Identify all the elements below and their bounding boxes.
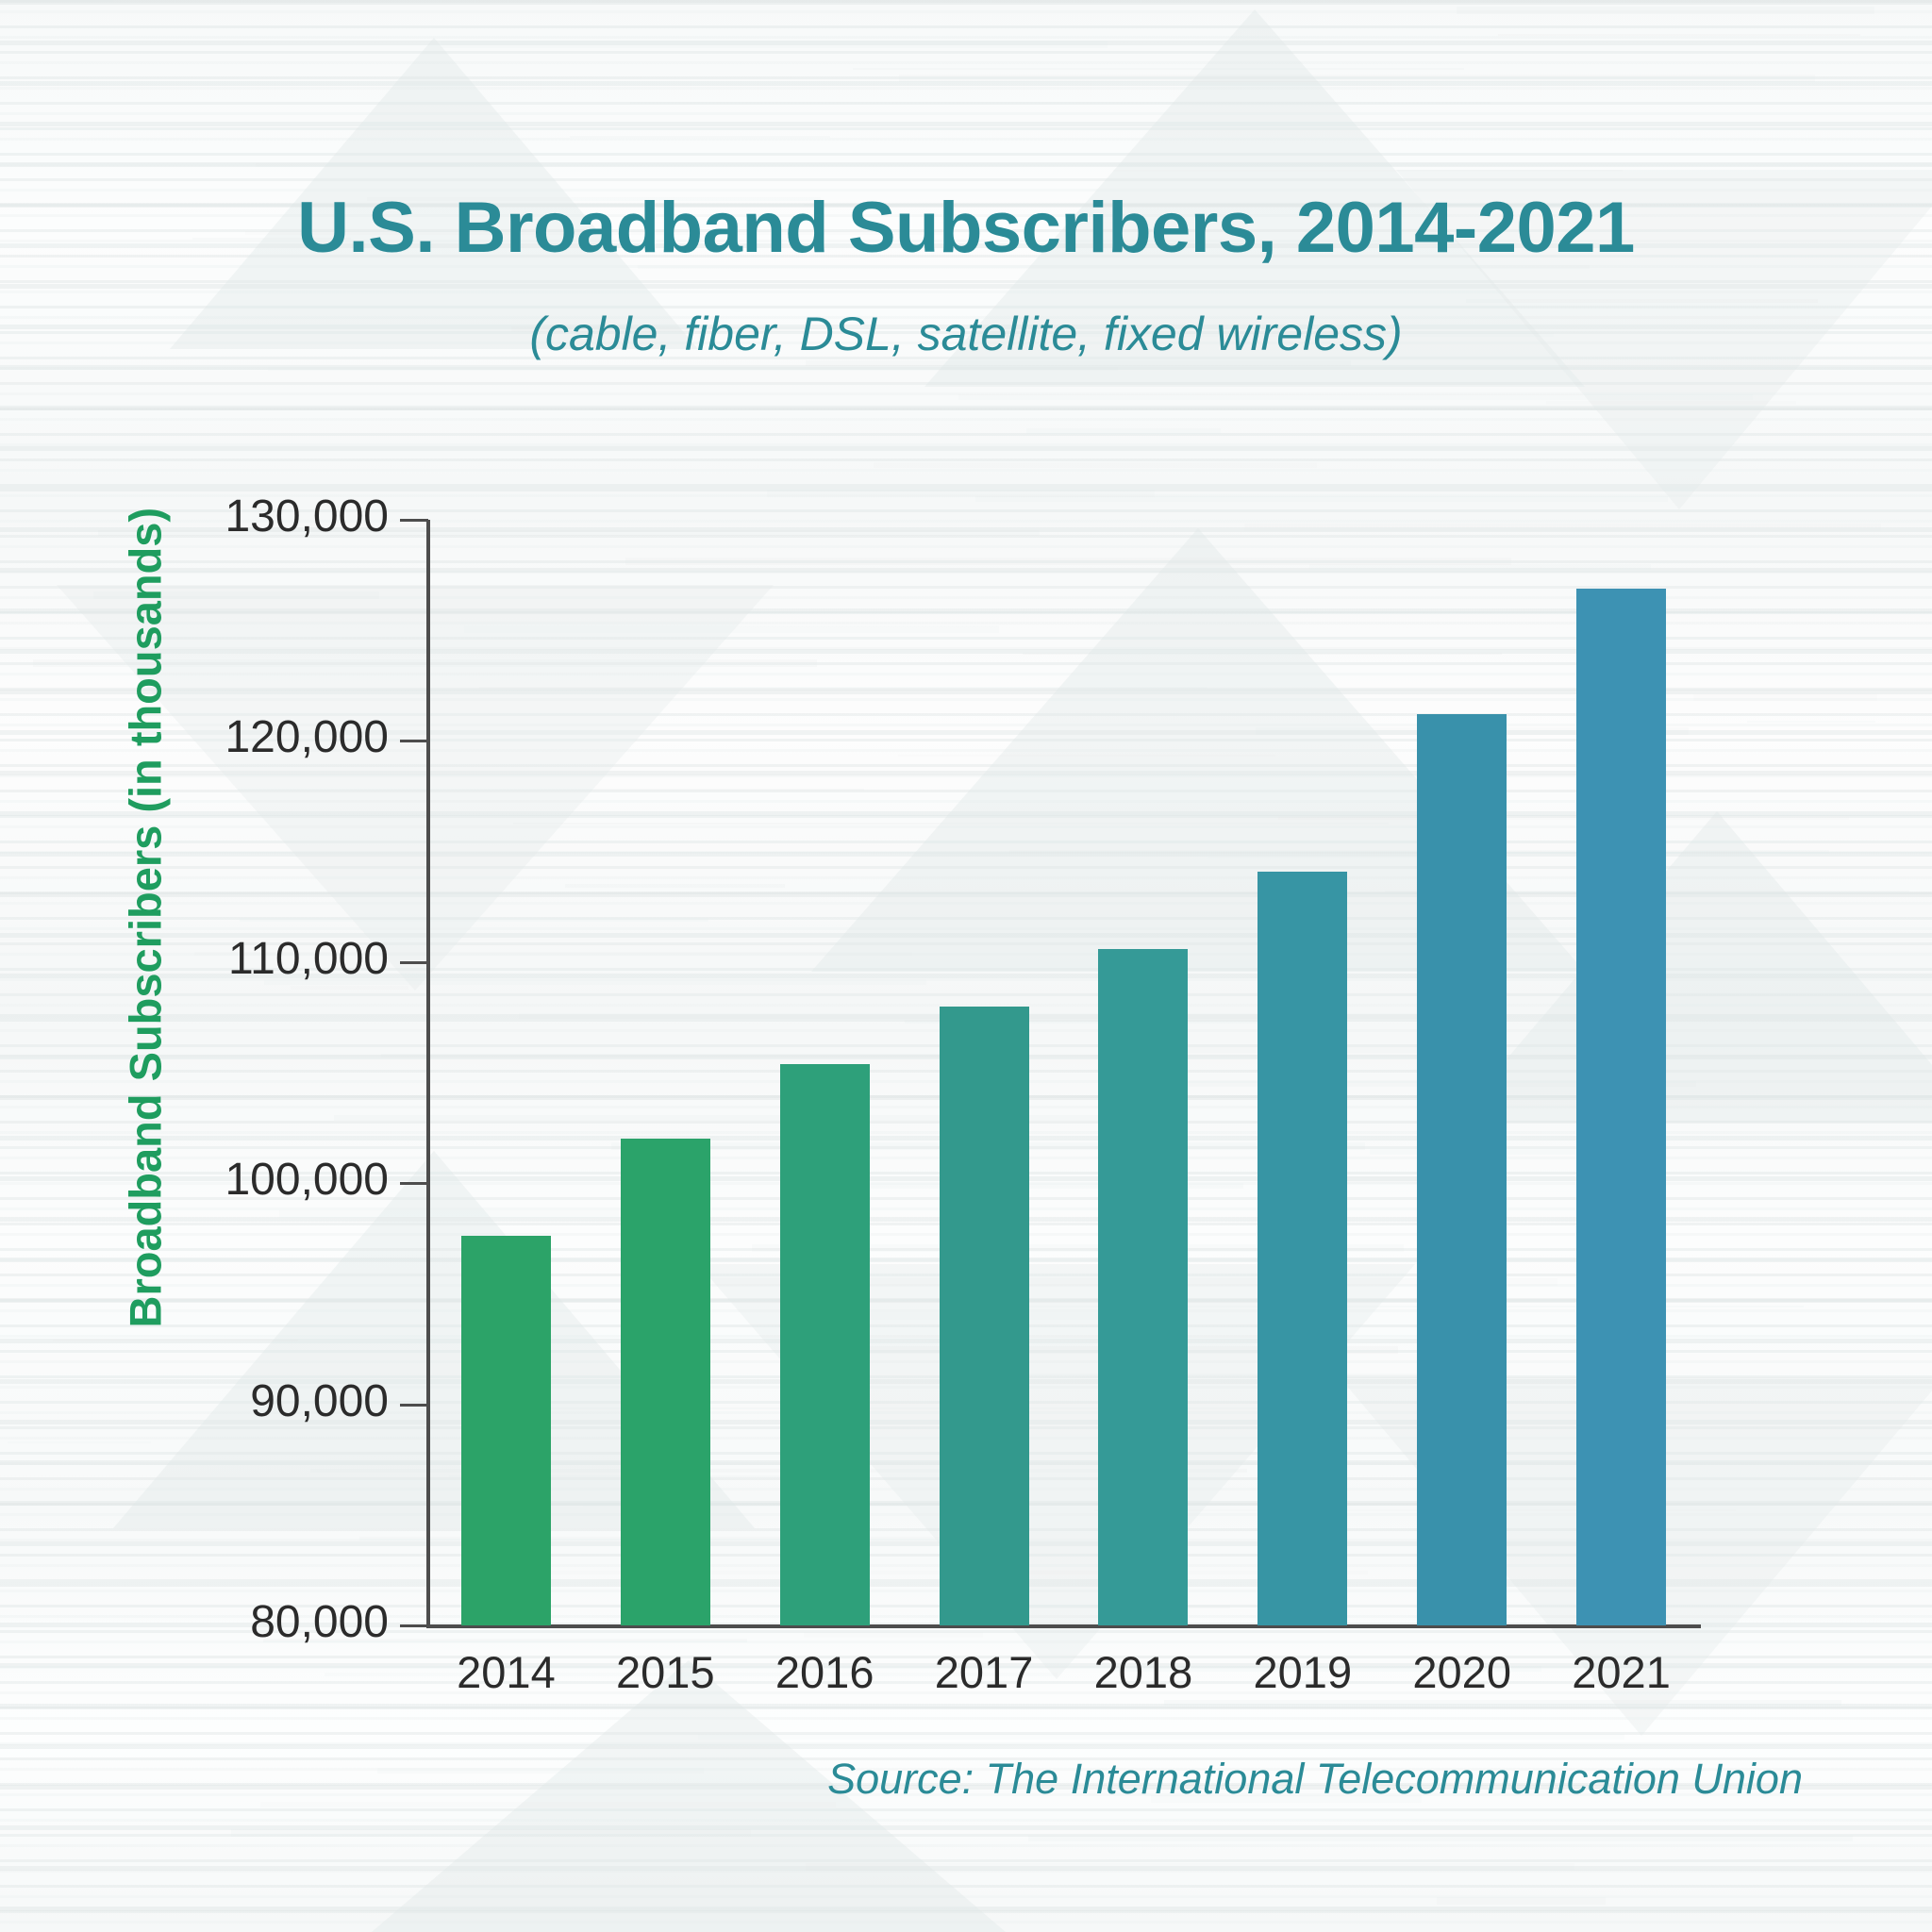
y-axis-tick-label: 100,000	[225, 1155, 389, 1206]
y-axis-tick-label: 80,000	[250, 1597, 389, 1647]
y-axis-tick	[400, 519, 428, 522]
bar-2018[interactable]	[1098, 948, 1189, 1625]
x-axis-tick-label: 2016	[774, 1647, 874, 1697]
x-axis-tick-label: 2014	[457, 1647, 556, 1697]
y-axis-tick-label: 120,000	[225, 712, 389, 763]
y-axis-tick-label: 110,000	[228, 933, 389, 984]
y-axis-line	[426, 520, 430, 1628]
y-axis-label: Broadband Subscribers (in thousands)	[120, 507, 171, 1328]
bar-2015[interactable]	[620, 1139, 710, 1625]
page-title: U.S. Broadband Subscribers, 2014-2021	[297, 188, 1635, 268]
x-axis-line	[426, 1624, 1701, 1628]
bar-2019[interactable]	[1257, 871, 1348, 1625]
y-axis-tick	[400, 960, 428, 964]
y-axis-tick	[400, 1403, 428, 1407]
x-axis-tick-label: 2020	[1412, 1647, 1511, 1697]
x-axis-tick-label: 2021	[1572, 1647, 1671, 1697]
bar-2016[interactable]	[779, 1063, 870, 1625]
x-axis-tick-label: 2015	[616, 1647, 715, 1697]
bar-2020[interactable]	[1417, 714, 1507, 1625]
page-subtitle: (cable, fiber, DSL, satellite, fixed wir…	[529, 308, 1403, 360]
bar-2014[interactable]	[460, 1236, 551, 1625]
y-axis-tick	[400, 1182, 428, 1186]
bar-2021[interactable]	[1576, 588, 1667, 1625]
x-axis-tick-label: 2019	[1253, 1647, 1353, 1697]
x-axis-tick-label: 2017	[934, 1647, 1034, 1697]
y-axis-tick-label: 90,000	[250, 1375, 389, 1426]
bar-2017[interactable]	[939, 1006, 1029, 1625]
y-axis-tick-label: 130,000	[225, 491, 389, 541]
y-axis-tick	[400, 740, 428, 743]
plot-area	[426, 520, 1701, 1625]
source-note: Source: The International Telecommunicat…	[827, 1755, 1803, 1803]
x-axis-tick-label: 2018	[1093, 1647, 1193, 1697]
y-axis-tick	[400, 1624, 428, 1627]
